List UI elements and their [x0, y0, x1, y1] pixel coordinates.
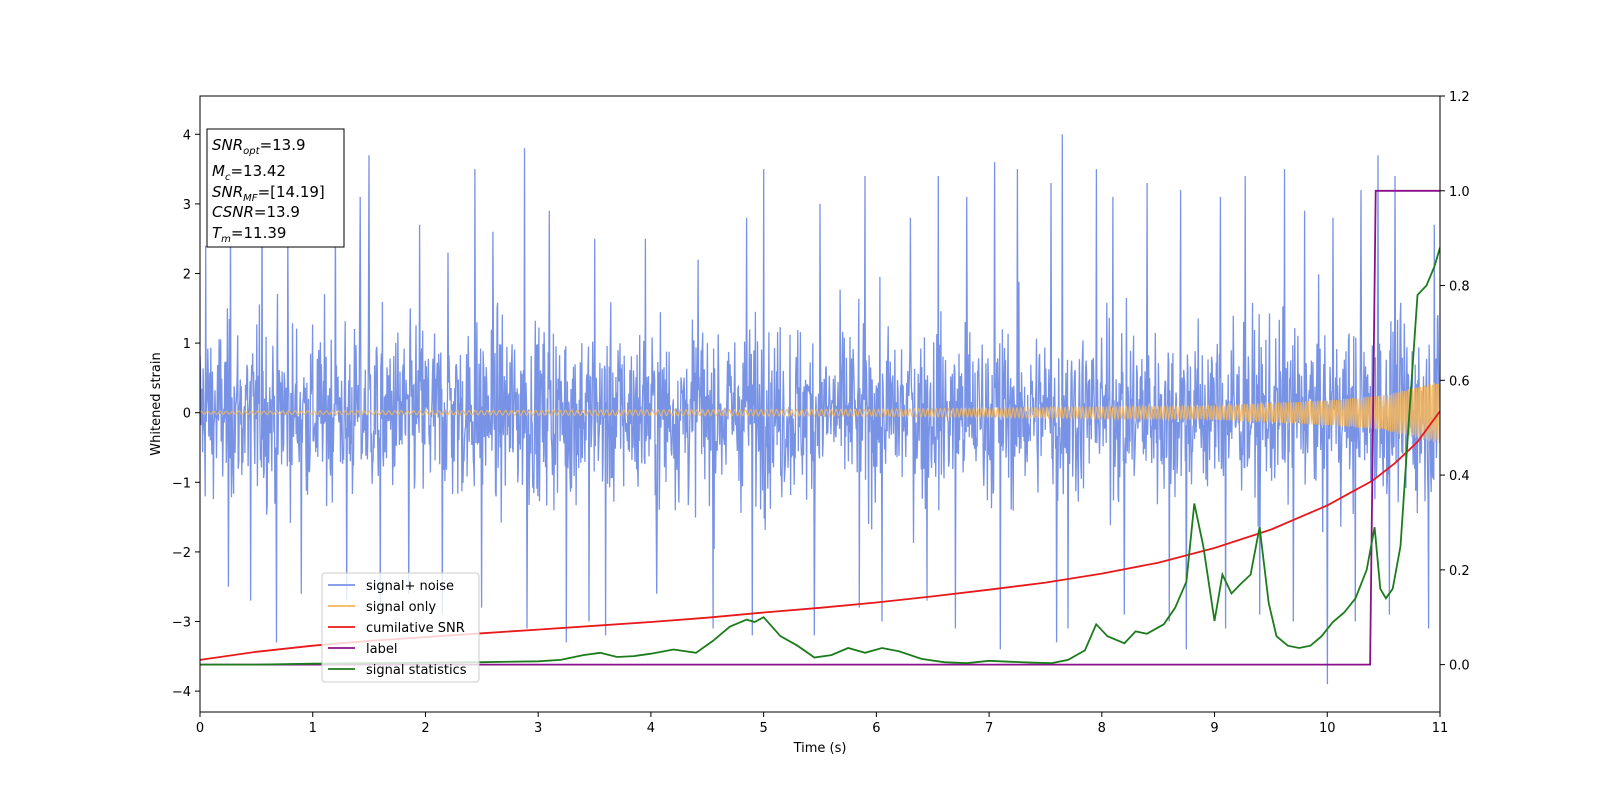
annotation-line: SNRMF=[14.19]	[212, 183, 325, 204]
legend: signal+ noise signal only cumilative SNR la…	[321, 572, 480, 683]
y2-tick-label: 0.4	[1449, 469, 1470, 484]
series-signal-only	[200, 382, 1440, 444]
y2-tick-label: 0.8	[1449, 280, 1470, 295]
y2-tick-label: 0.0	[1449, 659, 1470, 674]
legend-label: label	[366, 642, 397, 657]
annotation-frame	[206, 128, 345, 248]
y-tick-label: −1	[172, 476, 191, 491]
legend-label: cumilative SNR	[366, 621, 465, 636]
annotation-line: SNRopt=13.9	[212, 136, 306, 157]
legend-label: signal only	[366, 600, 436, 615]
y-tick-label: −3	[172, 616, 191, 631]
y-axis-label: Whitened strain	[149, 352, 164, 455]
y-tick-label: 4	[183, 128, 191, 143]
stats-annotation-box: SNRopt=13.9 Mc=13.42SNRMF=[14.19]CSNR=13.…	[206, 128, 345, 248]
y-tick-label: 2	[183, 267, 191, 282]
plot-frame	[199, 95, 1441, 713]
y-tick-label: −4	[172, 685, 191, 700]
x-axis: 0 1 2 3 4 5 6 7 8 9 10 11	[196, 712, 1448, 736]
x-tick-label: 0	[196, 721, 204, 736]
series-signal-noise	[200, 134, 1440, 685]
signal-only-line	[200, 382, 1440, 444]
y-tick-label: −2	[172, 546, 191, 561]
x-tick-label: 10	[1319, 721, 1336, 736]
y-axis-left: −4 −3 −2 −1 0 1 2 3 4	[172, 128, 200, 700]
x-tick-label: 6	[872, 721, 880, 736]
legend-frame	[321, 572, 480, 683]
y-tick-label: 3	[183, 198, 191, 213]
y-axis-right: 0.0 0.2 0.4 0.6 0.8 1.0 1.2	[1440, 90, 1470, 674]
x-axis-label: Time (s)	[793, 741, 847, 756]
annotation-line: CSNR=13.9	[212, 203, 300, 221]
legend-label: signal statistics	[366, 663, 467, 678]
legend-label: signal+ noise	[366, 579, 454, 594]
signal-statistics-line	[200, 247, 1440, 666]
x-tick-label: 7	[985, 721, 993, 736]
x-tick-label: 4	[647, 721, 655, 736]
series-label	[200, 189, 1440, 666]
y-tick-label: 1	[183, 337, 191, 352]
signal-noise-line	[200, 134, 1440, 685]
x-tick-label: 11	[1432, 721, 1449, 736]
annotation-line: Tm=11.39	[212, 224, 286, 245]
x-tick-label: 9	[1210, 721, 1218, 736]
y2-tick-label: 1.0	[1449, 185, 1470, 200]
x-tick-label: 3	[534, 721, 542, 736]
annotation-line: Mc=13.42	[212, 162, 286, 183]
y2-tick-label: 0.6	[1449, 374, 1470, 389]
x-tick-label: 8	[1098, 721, 1106, 736]
x-tick-label: 1	[309, 721, 317, 736]
x-tick-label: 5	[759, 721, 767, 736]
label-line	[200, 189, 1440, 666]
y2-tick-label: 1.2	[1449, 90, 1470, 105]
y2-tick-label: 0.2	[1449, 564, 1470, 579]
y-tick-label: 0	[183, 407, 191, 422]
series-signal-statistics	[200, 247, 1440, 666]
x-tick-label: 2	[421, 721, 429, 736]
